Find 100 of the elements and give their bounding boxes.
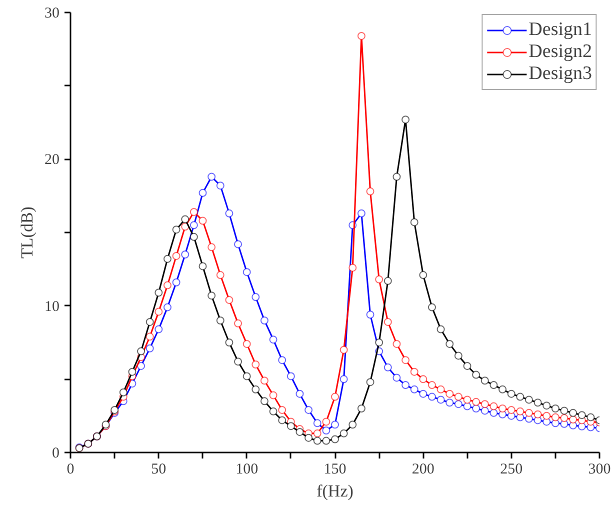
point (428, 392, 436, 401)
point (340, 429, 348, 438)
point (260, 376, 268, 385)
point (190, 208, 198, 216)
x-tick-label: 200 (412, 462, 434, 478)
y-axis-title: TL(dB) (18, 206, 36, 258)
point (278, 416, 286, 424)
point (225, 209, 234, 218)
point (163, 281, 172, 290)
point (436, 396, 445, 404)
point (340, 346, 348, 354)
y-tick-label: 10 (44, 298, 60, 315)
point (419, 390, 428, 398)
point (551, 404, 560, 412)
point (172, 278, 180, 286)
x-tick-label: 50 (151, 462, 166, 478)
point (313, 436, 322, 445)
point (198, 216, 207, 225)
point (242, 372, 251, 380)
point (366, 310, 374, 319)
point (278, 406, 286, 414)
point (181, 250, 190, 258)
point (234, 358, 242, 366)
point (402, 116, 410, 124)
x-axis-title: f(Hz) (316, 482, 354, 500)
point (463, 402, 472, 410)
point (569, 416, 578, 424)
point (296, 428, 304, 436)
point (551, 413, 560, 422)
x-tick-label: 0 (66, 462, 74, 478)
point (163, 254, 172, 263)
point (208, 292, 216, 300)
point (242, 268, 251, 276)
point (181, 215, 190, 224)
point (419, 271, 428, 280)
point (146, 318, 154, 326)
point (410, 368, 418, 376)
point (480, 400, 489, 408)
x-tick-label: 300 (588, 462, 611, 478)
point (507, 406, 516, 414)
point (357, 32, 366, 40)
point (269, 407, 278, 416)
point (454, 400, 462, 408)
point (446, 390, 454, 398)
legend-label: Design3 (528, 63, 592, 85)
point (419, 375, 428, 384)
point (348, 264, 357, 272)
point (472, 404, 480, 412)
point (498, 385, 507, 394)
point (172, 252, 180, 260)
point (454, 392, 462, 401)
point (119, 388, 128, 396)
point (322, 426, 330, 434)
point (252, 293, 260, 302)
point (366, 378, 374, 386)
point (154, 308, 163, 316)
point (331, 435, 339, 444)
point (384, 276, 392, 285)
y-tick-label: 30 (44, 6, 60, 22)
point (278, 356, 286, 364)
point (524, 408, 533, 417)
point (454, 352, 462, 360)
point (534, 410, 542, 418)
point (542, 402, 551, 410)
point (357, 404, 366, 412)
point (154, 325, 163, 334)
point (216, 271, 224, 280)
point (578, 411, 586, 420)
point (296, 390, 304, 398)
point (534, 398, 542, 407)
point (146, 332, 154, 341)
point (542, 412, 551, 420)
point (234, 319, 242, 328)
point (384, 363, 392, 372)
point (137, 362, 146, 370)
point (472, 370, 480, 379)
point (357, 209, 366, 218)
point (436, 325, 445, 334)
point (366, 187, 374, 196)
point (446, 340, 454, 348)
point (560, 406, 568, 415)
point (490, 408, 498, 417)
point (242, 340, 251, 348)
point (384, 318, 392, 326)
point (234, 240, 242, 248)
point (304, 406, 313, 414)
x-tick-label: 150 (324, 462, 346, 478)
point (490, 402, 498, 410)
point (472, 398, 480, 406)
point (322, 436, 330, 445)
point (375, 275, 384, 284)
point (208, 172, 216, 181)
point (137, 347, 146, 356)
point (172, 226, 180, 234)
point (331, 392, 339, 401)
point (198, 188, 207, 197)
point (269, 336, 278, 344)
point (436, 385, 445, 394)
point (216, 316, 224, 324)
point (524, 396, 533, 404)
